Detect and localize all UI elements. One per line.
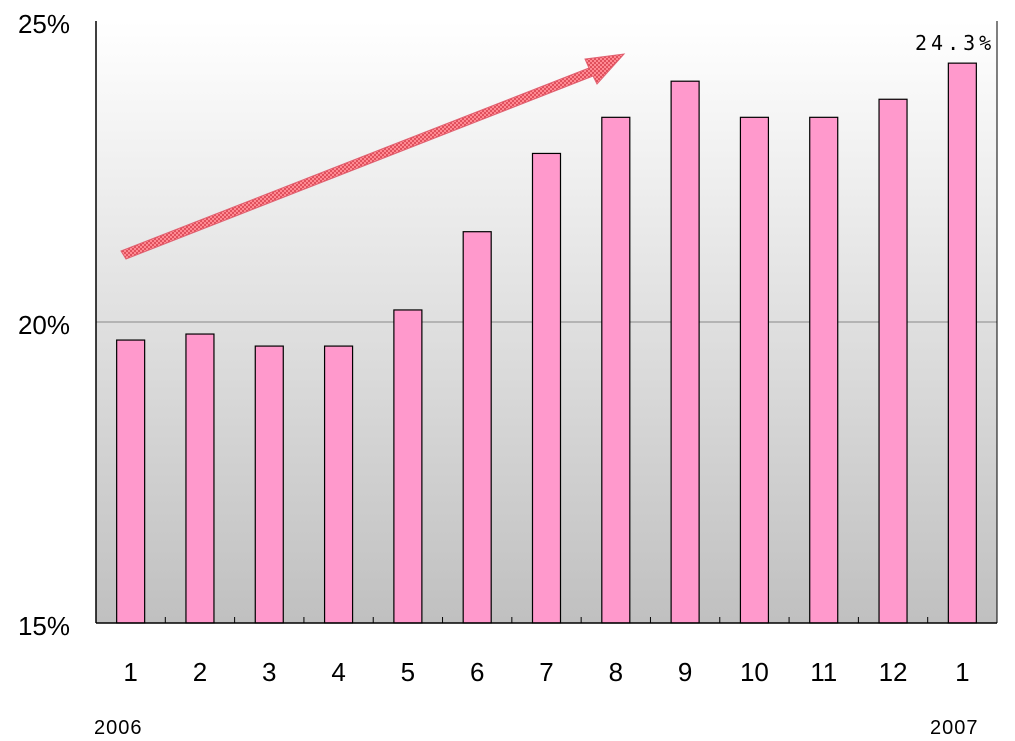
bar-13	[947, 62, 977, 624]
bar-2	[185, 333, 215, 624]
x-tick-labels: 1 2 3 4 5 6 7 8 9 10 11 12 1	[123, 657, 969, 687]
bar-11	[809, 116, 839, 624]
x-tick-label-9: 9	[678, 657, 692, 687]
x-tick-label-10: 10	[740, 657, 769, 687]
x-tick-label-11: 11	[810, 657, 837, 687]
data-label-last: 24.3%	[915, 31, 995, 55]
trend-arrow-icon	[120, 53, 626, 260]
x-tick-label-3: 3	[262, 657, 276, 687]
x-ticks	[95, 617, 998, 623]
bar-1	[116, 339, 146, 624]
x-tick-label-5: 5	[401, 657, 415, 687]
x-tick-label-12: 12	[879, 657, 908, 687]
y-tick-label-25: 25%	[18, 9, 70, 39]
year-label-end: 2007	[930, 717, 979, 739]
bar-12	[878, 98, 908, 624]
x-tick-label-6: 6	[470, 657, 484, 687]
bar-4	[323, 345, 354, 624]
x-tick-label-8: 8	[609, 657, 623, 687]
y-tick-label-20: 20%	[18, 310, 70, 340]
x-tick-label-13: 1	[955, 657, 969, 687]
y-tick-labels: 15% 20% 25%	[18, 9, 70, 641]
x-tick-label-7: 7	[539, 657, 553, 687]
x-tick-label-2: 2	[193, 657, 207, 687]
bars	[116, 62, 977, 624]
year-label-start: 2006	[94, 717, 143, 739]
bar-5	[393, 309, 423, 624]
bar-8	[601, 116, 631, 624]
bar-10	[739, 116, 770, 624]
y-tick-label-15: 15%	[18, 611, 70, 641]
bar-7	[531, 152, 562, 624]
bar-3	[254, 345, 284, 624]
x-tick-label-4: 4	[331, 657, 345, 687]
bar-9	[670, 80, 700, 624]
x-tick-label-1: 1	[123, 657, 137, 687]
bar-6	[462, 231, 492, 624]
